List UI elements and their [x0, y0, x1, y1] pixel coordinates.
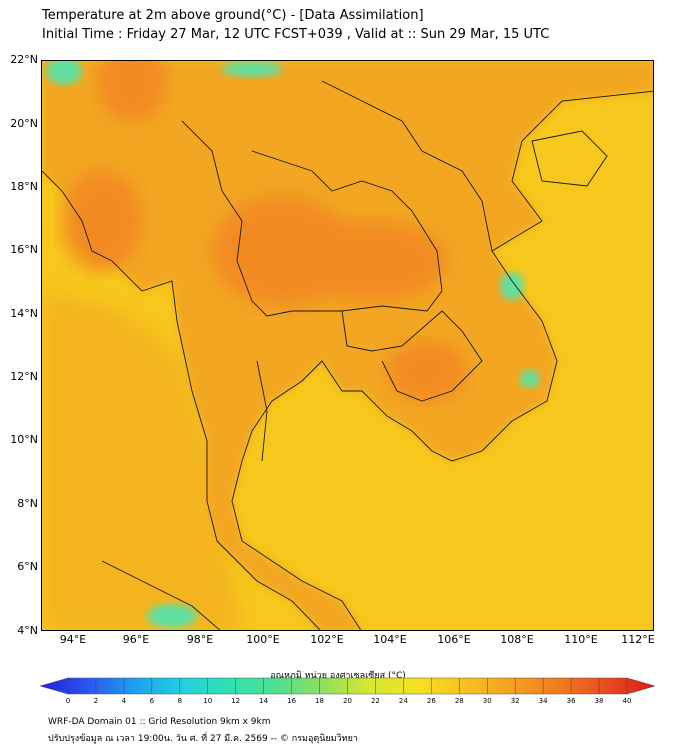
colorbar-tick-label: 26 [426, 697, 436, 705]
lon-label: 94°E [59, 633, 87, 646]
colorbar-tick-label: 2 [93, 697, 99, 705]
colorbar-title: อุณหภูมิ หน่วย องศาเซลเซียส (°C) [270, 671, 406, 681]
cool-zone-nw [46, 61, 82, 85]
lon-label: 104°E [373, 633, 407, 646]
footer-model-info: WRF-DA Domain 01 :: Grid Resolution 9km … [48, 717, 271, 727]
colorbar-tick-label: 40 [622, 697, 632, 705]
lat-label: 20°N [10, 117, 38, 130]
border-thailand-laos [251, 150, 443, 312]
lat-label: 6°N [17, 560, 38, 573]
cool-zone-highland [500, 272, 524, 300]
lon-label: 112°E [621, 633, 655, 646]
temperature-map [41, 60, 654, 631]
colorbar-tick-label: 14 [259, 697, 269, 705]
colorbar-tick-label: 16 [287, 697, 297, 705]
land-area [42, 61, 653, 630]
lat-label: 16°N [10, 243, 38, 256]
colorbar-tick-label: 18 [315, 697, 324, 705]
hot-zone-cambodia [387, 341, 467, 401]
colorbar-tick-label: 32 [510, 697, 520, 705]
coastline-west [42, 170, 321, 630]
lat-label: 12°N [10, 370, 38, 383]
lat-label: 10°N [10, 433, 38, 446]
sumatra-coast [101, 560, 221, 630]
cool-zone-sumatra [147, 604, 197, 628]
lat-label: 18°N [10, 180, 38, 193]
footer-update-info: ปรับปรุงข้อมูล ณ เวลา 19:00น. วัน ศ. ที่… [48, 734, 358, 744]
lat-label: 22°N [10, 53, 38, 66]
cool-zone-vietnam [520, 370, 540, 388]
country-borders [42, 80, 653, 630]
cool-zone-north [222, 61, 282, 77]
colorbar-tick-label: 22 [370, 697, 380, 705]
andaman-warm-zone [42, 291, 242, 630]
chart-title: Temperature at 2m above ground(°C) - [Da… [42, 8, 424, 23]
border-peninsula [256, 360, 268, 462]
coastline-east [231, 90, 653, 630]
hot-zone-myanmar [62, 171, 142, 271]
colorbar-tick-label: 20 [343, 697, 352, 705]
colorbar-tick-label: 0 [65, 697, 71, 705]
lat-label: 14°N [10, 307, 38, 320]
colorbar-tick-label: 6 [149, 697, 155, 705]
colorbar-tick-label: 38 [594, 697, 604, 705]
colorbar-tick-label: 10 [203, 697, 213, 705]
lon-label: 108°E [500, 633, 534, 646]
hot-zone-north-myanmar [97, 61, 167, 121]
colorbar-tick-label: 36 [566, 697, 576, 705]
colorbar-tick-label: 34 [538, 697, 548, 705]
temperature-map-svg [42, 61, 653, 630]
colorbar-tick-label: 28 [454, 697, 464, 705]
lat-label: 8°N [17, 497, 38, 510]
lon-label: 98°E [186, 633, 214, 646]
colorbar-tick-label: 30 [482, 697, 492, 705]
chart-subtitle: Initial Time : Friday 27 Mar, 12 UTC FCS… [42, 27, 550, 42]
colorbar [40, 677, 655, 695]
hainan-island [531, 130, 608, 187]
lon-label: 110°E [564, 633, 598, 646]
colorbar-tick-label: 8 [177, 697, 183, 705]
border-myanmar-thailand [181, 120, 317, 317]
lat-label: 4°N [17, 624, 38, 637]
lon-label: 96°E [122, 633, 150, 646]
hot-zone-isan [297, 221, 447, 301]
lon-label: 102°E [310, 633, 344, 646]
border-laos-vietnam [321, 80, 493, 252]
colorbar-tick-label: 24 [398, 697, 408, 705]
lon-label: 100°E [246, 633, 280, 646]
border-cambodia [341, 310, 483, 402]
lon-label: 106°E [437, 633, 471, 646]
colorbar-tick-label: 4 [121, 697, 127, 705]
colorbar-tick-label: 12 [231, 697, 241, 705]
